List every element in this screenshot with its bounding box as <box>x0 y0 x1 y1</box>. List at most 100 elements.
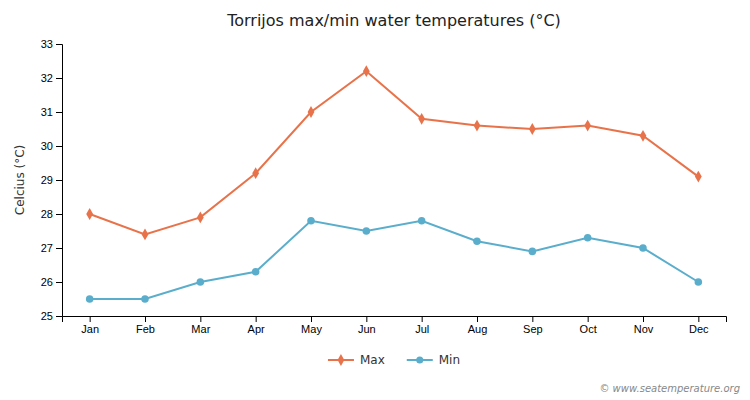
x-axis-line <box>63 317 727 323</box>
y-tick-label: 29 <box>41 174 53 186</box>
legend-item: Max <box>328 353 385 367</box>
x-tick: Jun <box>358 316 376 335</box>
point-marker <box>86 295 94 303</box>
x-tick: Jul <box>415 316 429 335</box>
point-marker <box>363 227 371 235</box>
y-tick: 31 <box>41 106 62 118</box>
x-tick-mark <box>588 316 589 322</box>
legend-swatch-marker <box>416 356 423 363</box>
x-axis: JanFebMarAprMayJunJulAugSepOctNovDec <box>63 316 727 335</box>
x-tick-label: Dec <box>689 323 709 335</box>
x-tick: Nov <box>634 316 654 335</box>
point-marker <box>474 120 481 132</box>
x-tick-mark <box>643 316 644 322</box>
point-marker <box>252 167 259 179</box>
point-marker <box>473 237 481 245</box>
x-tick: Apr <box>248 316 265 335</box>
y-tick: 25 <box>41 310 62 322</box>
x-tick: Feb <box>136 316 155 335</box>
legend-item: Min <box>407 353 460 367</box>
y-tick-mark <box>56 282 62 283</box>
y-tick-mark <box>56 180 62 181</box>
y-tick-label: 26 <box>41 276 53 288</box>
y-tick-mark <box>56 316 62 317</box>
x-tick-mark <box>200 316 201 322</box>
point-marker <box>529 248 537 256</box>
y-tick-mark <box>56 44 62 45</box>
x-tick-label: Feb <box>136 323 155 335</box>
y-axis: 25 26 27 28 29 30 31 32 33 <box>41 38 63 322</box>
x-tick-mark <box>145 316 146 322</box>
x-tick-mark <box>311 316 312 322</box>
y-tick-label: 32 <box>41 72 53 84</box>
y-tick: 27 <box>41 242 62 254</box>
x-tick-mark <box>477 316 478 322</box>
legend-swatch-marker <box>338 354 345 366</box>
point-marker <box>197 278 205 286</box>
point-marker <box>529 123 536 135</box>
x-tick: Dec <box>689 316 709 335</box>
chart: JanFebMarAprMayJunJulAugSepOctNovDec2526… <box>0 0 750 400</box>
point-marker <box>197 212 204 224</box>
point-marker <box>142 229 149 241</box>
point-marker <box>363 65 370 77</box>
x-tick-label: Aug <box>468 323 488 335</box>
x-tick-mark <box>366 316 367 322</box>
x-tick-mark <box>698 316 699 322</box>
point-marker <box>141 295 149 303</box>
point-marker <box>695 278 703 286</box>
x-tick-mark <box>90 316 91 322</box>
y-tick-mark <box>56 78 62 79</box>
y-tick-label: 33 <box>41 38 53 50</box>
x-tick-label: Oct <box>580 323 597 335</box>
y-tick-mark <box>56 214 62 215</box>
x-tick-label: Mar <box>191 323 210 335</box>
x-tick-label: Nov <box>634 323 654 335</box>
y-tick: 32 <box>41 72 62 84</box>
point-marker <box>584 234 592 242</box>
y-tick-mark <box>56 112 62 113</box>
point-marker <box>695 171 702 183</box>
y-tick-label: 30 <box>41 140 53 152</box>
y-axis-line <box>56 45 63 317</box>
y-tick: 30 <box>41 140 62 152</box>
point-marker <box>418 113 425 125</box>
x-tick: May <box>301 316 322 335</box>
point-marker <box>308 106 315 118</box>
point-marker <box>640 130 647 142</box>
legend: Max Min <box>328 353 460 367</box>
x-tick: Aug <box>468 316 488 335</box>
point-marker <box>584 120 591 132</box>
x-tick-label: Sep <box>523 323 543 335</box>
x-tick-label: May <box>301 323 322 335</box>
x-tick-label: Apr <box>248 323 265 335</box>
y-tick-label: 27 <box>41 242 53 254</box>
y-tick-mark <box>56 146 62 147</box>
annotation: © www.seatemperature.org <box>599 383 740 394</box>
plot-root: JanFebMarAprMayJunJulAugSepOctNovDec2526… <box>41 38 727 335</box>
y-axis-title: Celcius (°C) <box>13 145 27 215</box>
x-tick-label: Jun <box>358 323 376 335</box>
y-tick: 26 <box>41 276 62 288</box>
y-tick-label: 28 <box>41 208 53 220</box>
x-tick: Sep <box>523 316 543 335</box>
legend-label: Min <box>439 353 460 367</box>
point-marker <box>639 244 647 252</box>
x-tick-mark <box>532 316 533 322</box>
x-tick: Mar <box>191 316 210 335</box>
legend-label: Max <box>360 353 385 367</box>
y-tick-mark <box>56 248 62 249</box>
point-marker <box>418 217 426 225</box>
chart-title: Torrijos max/min water temperatures (°C) <box>226 11 561 30</box>
series-line <box>90 71 699 234</box>
point-marker <box>86 208 93 220</box>
x-tick-mark <box>422 316 423 322</box>
marks <box>86 65 702 302</box>
y-tick: 33 <box>41 38 62 50</box>
x-tick: Oct <box>580 316 597 335</box>
x-tick-mark <box>256 316 257 322</box>
x-tick-label: Jul <box>415 323 429 335</box>
y-tick-label: 25 <box>41 310 53 322</box>
series-line <box>90 221 699 299</box>
point-marker <box>252 268 260 276</box>
